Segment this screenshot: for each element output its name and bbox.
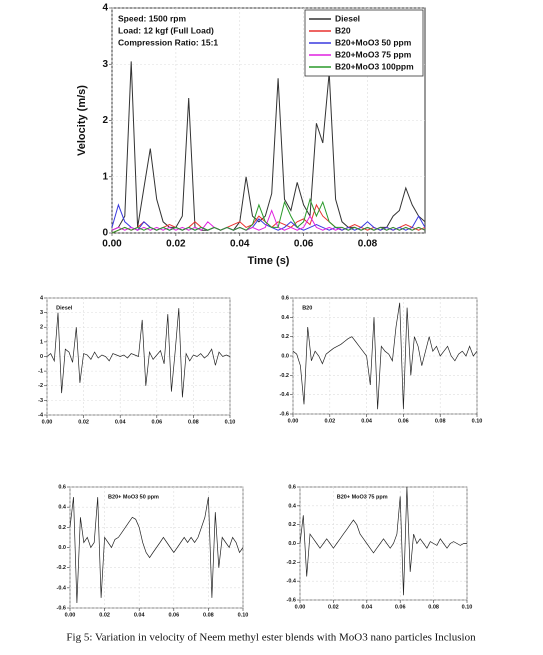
y-tick-label: 3	[40, 310, 43, 316]
legend-label: B20	[335, 25, 351, 35]
y-tick-label: 4	[40, 295, 44, 301]
series-line	[111, 197, 426, 234]
x-tick-label: 0.04	[230, 239, 250, 250]
legend-label: B20+MoO3 75 ppm	[335, 49, 412, 59]
x-tick-label: 0.02	[99, 612, 110, 618]
x-tick-label: 0.08	[358, 239, 378, 250]
chart-title: B20	[302, 305, 312, 311]
y-tick-label: 0.4	[288, 503, 297, 509]
x-tick-label: 0.08	[428, 604, 439, 610]
x-tick-label: 0.00	[288, 418, 299, 424]
chart-title: B20+ MoO3 50 ppm	[108, 494, 159, 500]
legend-label: B20+MoO3 50 ppm	[335, 37, 412, 47]
x-tick-label: 0.06	[151, 419, 162, 425]
x-tick-label: 0.08	[203, 612, 214, 618]
x-tick-label: 0.02	[78, 419, 89, 425]
y-tick-label: -4	[38, 412, 44, 418]
x-tick-label: 0.00	[102, 239, 122, 250]
x-tick-label: 0.02	[328, 604, 339, 610]
series-line	[46, 308, 231, 398]
y-tick-label: 2	[40, 325, 43, 331]
y-tick-label: 0.2	[288, 522, 296, 528]
x-tick-label: 0.06	[168, 612, 179, 618]
series-line	[69, 497, 244, 604]
x-tick-label: 0.04	[134, 612, 146, 618]
y-tick-label: -1	[38, 369, 43, 375]
annotation: Speed: 1500 rpm	[118, 13, 186, 23]
x-tick-label: 0.10	[225, 419, 236, 425]
x-tick-label: 0.00	[65, 612, 76, 618]
y-tick-label: 2	[102, 115, 108, 126]
y-tick-label: 0	[40, 354, 43, 360]
annotation: Load: 12 kgf (Full Load)	[118, 25, 214, 35]
y-tick-label: 0.2	[281, 334, 289, 340]
y-tick-label: 4	[102, 3, 108, 14]
y-tick-label: -0.4	[57, 585, 67, 591]
series-line	[292, 302, 478, 410]
y-tick-label: 1	[102, 171, 108, 182]
plot-frame	[299, 486, 468, 601]
y-tick-label: -0.4	[280, 392, 290, 398]
y-tick-label: 0.4	[281, 315, 290, 321]
chart-title: B20+ MoO3 75 ppm	[337, 494, 388, 500]
legend-label: B20+MoO3 100ppm	[335, 61, 414, 71]
legend-label: Diesel	[335, 13, 360, 23]
x-tick-label: 0.10	[462, 604, 473, 610]
chart-title: Diesel	[56, 305, 73, 311]
y-tick-label: -0.2	[280, 373, 289, 379]
y-tick-label: -0.6	[287, 597, 296, 603]
x-tick-label: 0.00	[295, 604, 306, 610]
x-tick-label: 0.04	[115, 419, 127, 425]
y-tick-label: 1	[40, 339, 43, 345]
y-tick-label: 0.6	[281, 295, 289, 301]
x-tick-label: 0.02	[166, 239, 186, 250]
y-tick-label: 0.6	[288, 484, 296, 490]
x-tick-label: 0.06	[294, 239, 314, 250]
series-line	[299, 486, 467, 596]
y-tick-label: -0.2	[287, 560, 296, 566]
y-tick-label: 0.0	[281, 353, 289, 359]
y-tick-label: 0.2	[58, 525, 66, 531]
y-tick-label: 0.4	[58, 505, 67, 511]
x-tick-label: 0.08	[188, 419, 199, 425]
x-tick-label: 0.08	[435, 418, 446, 424]
x-tick-label: 0.00	[42, 419, 53, 425]
annotation: Compression Ratio: 15:1	[118, 37, 218, 47]
x-tick-label: 0.06	[395, 604, 406, 610]
y-tick-label: 0.0	[58, 545, 66, 551]
y-tick-label: 0	[102, 228, 108, 239]
y-tick-label: -3	[38, 398, 43, 404]
x-axis-label: Time (s)	[248, 255, 290, 267]
x-tick-label: 0.06	[398, 418, 409, 424]
x-tick-label: 0.10	[238, 612, 249, 618]
x-tick-label: 0.02	[324, 418, 335, 424]
x-tick-label: 0.04	[361, 604, 373, 610]
x-tick-label: 0.04	[361, 418, 373, 424]
y-tick-label: -0.6	[57, 605, 66, 611]
x-tick-label: 0.10	[472, 418, 483, 424]
y-tick-label: -0.4	[287, 579, 297, 585]
y-tick-label: -0.6	[280, 411, 289, 417]
y-tick-label: 0.0	[288, 541, 296, 547]
y-tick-label: 3	[102, 59, 108, 70]
y-tick-label: -0.2	[57, 565, 66, 571]
caption: Fig 5: Variation in velocity of Neem met…	[66, 632, 476, 644]
y-axis-label: Velocity (m/s)	[76, 85, 88, 156]
y-tick-label: -2	[38, 383, 43, 389]
y-tick-label: 0.6	[58, 484, 66, 490]
